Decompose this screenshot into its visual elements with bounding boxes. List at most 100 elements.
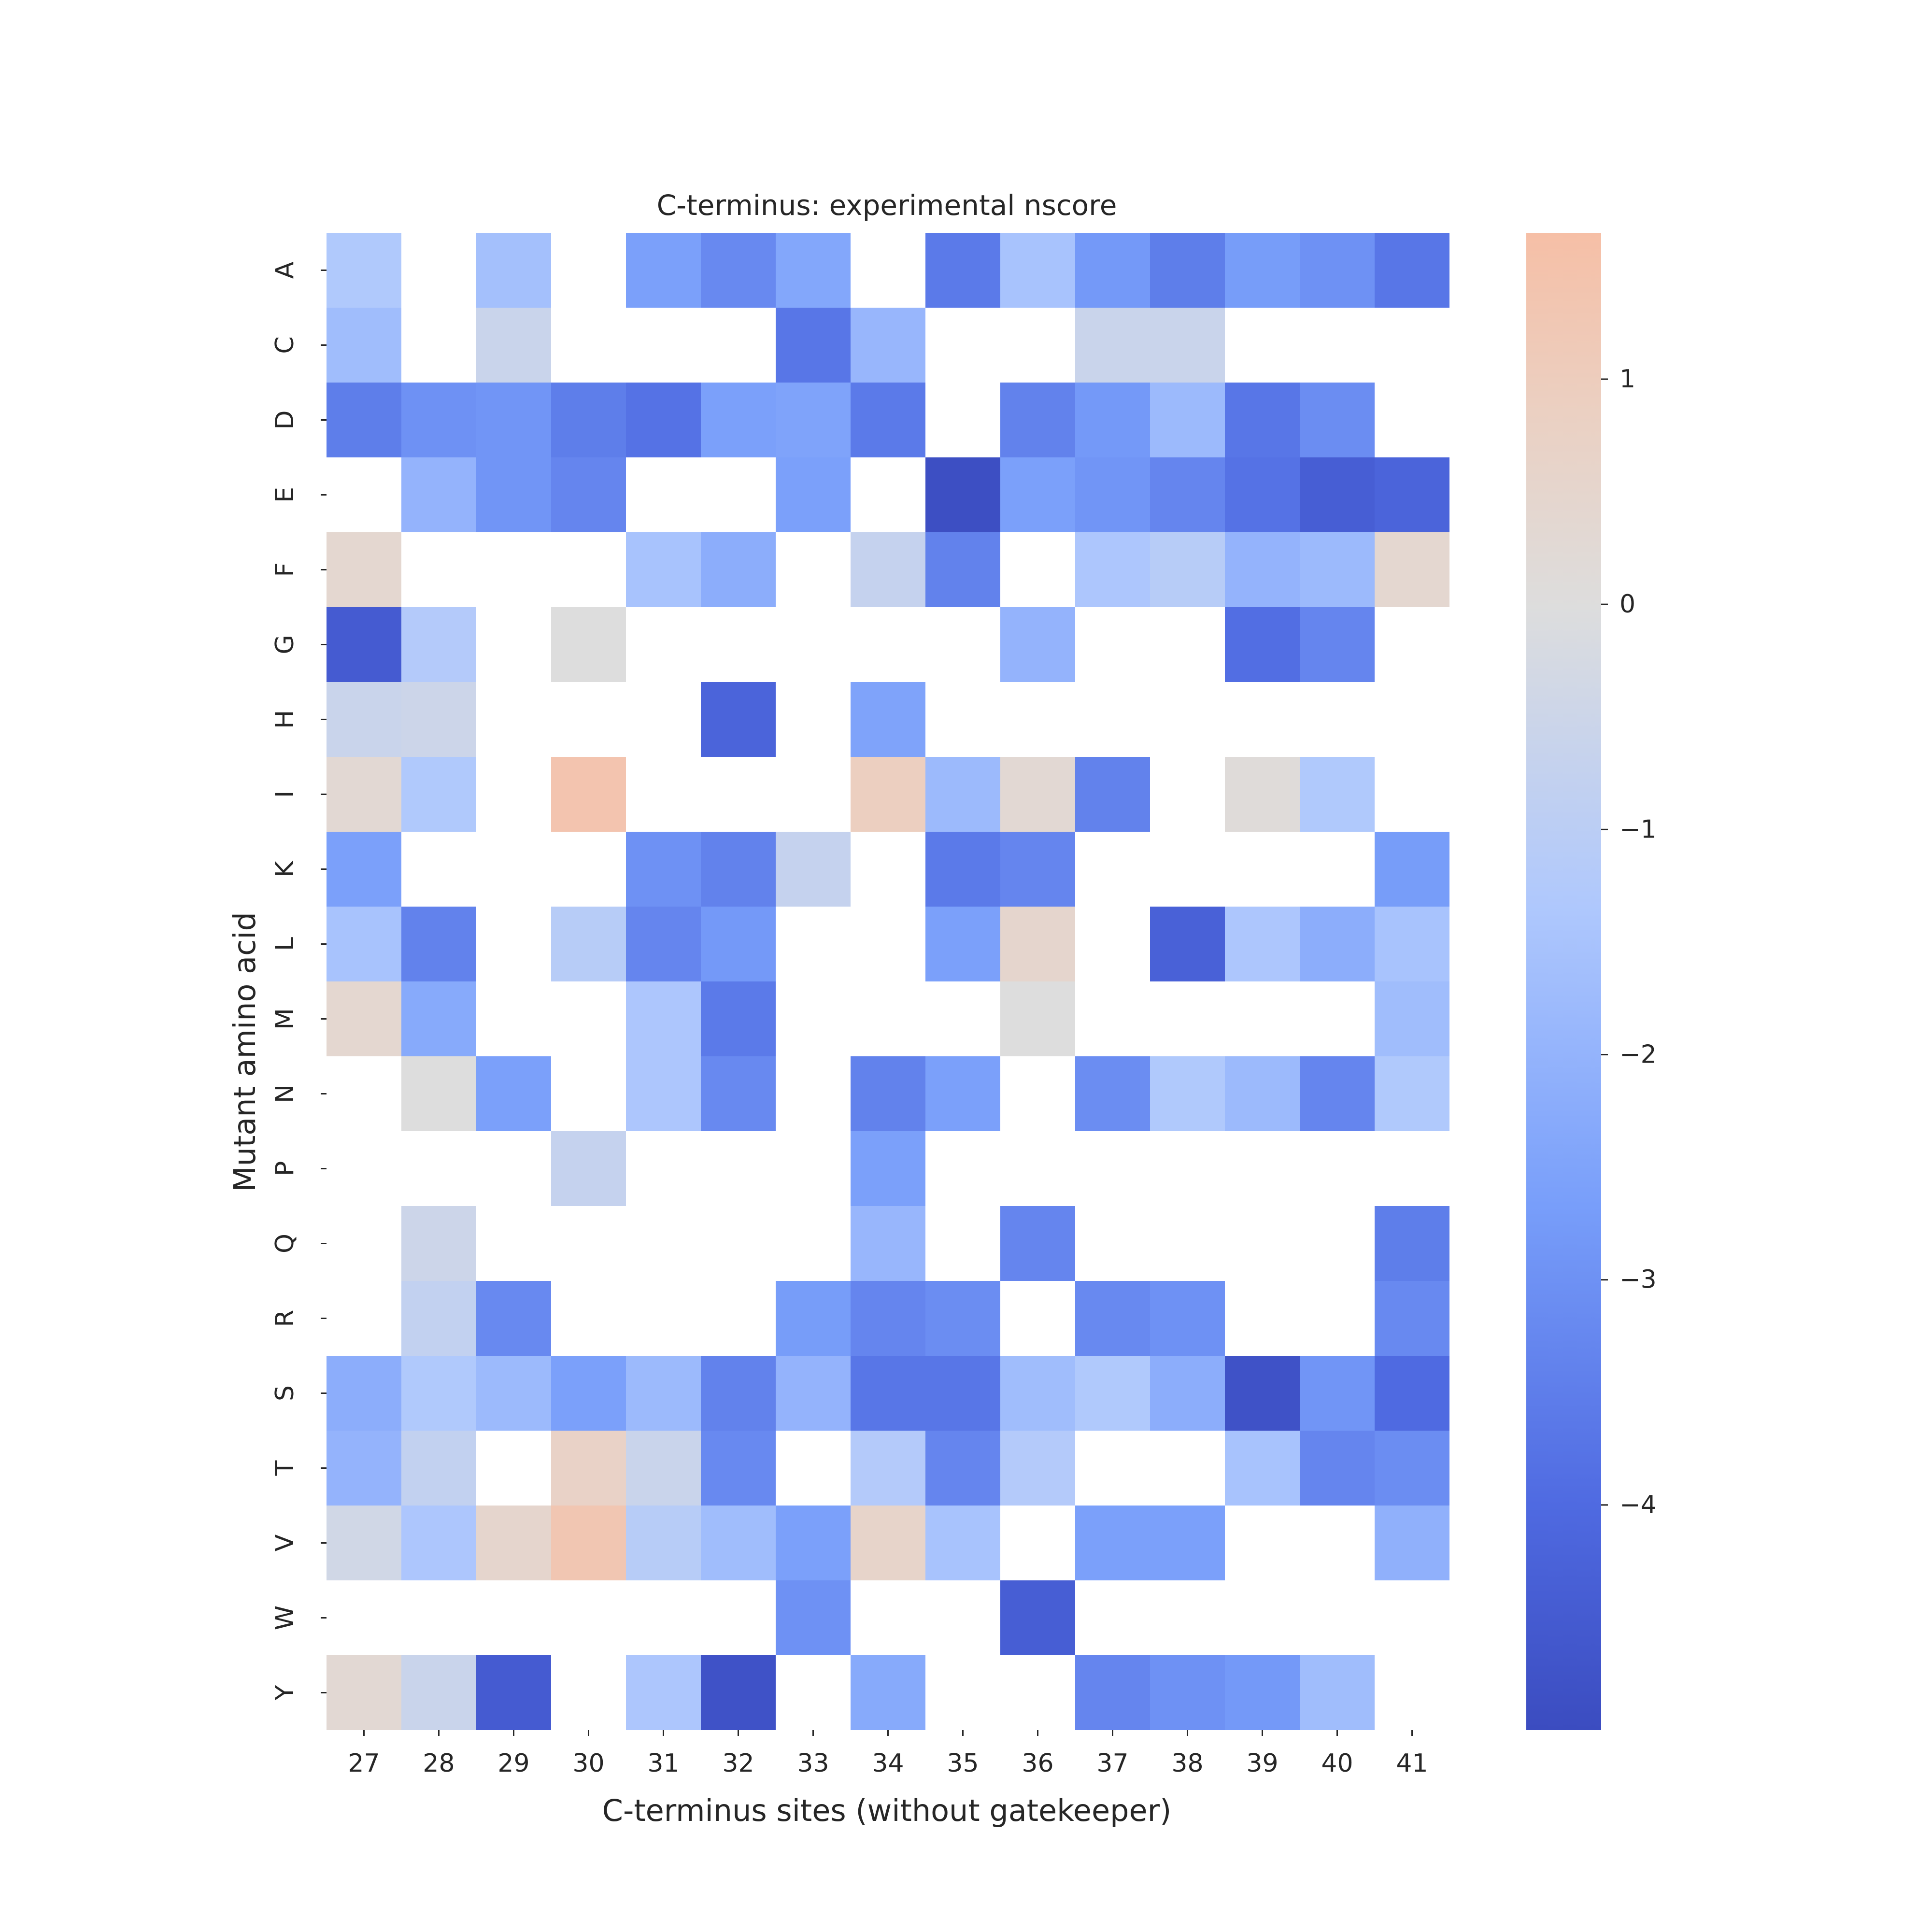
heatmap-cell (626, 1056, 701, 1131)
y-tick-label: V (270, 1534, 299, 1551)
heatmap-cell (851, 383, 925, 457)
heatmap-cell (1075, 1655, 1150, 1730)
heatmap-cell (1225, 457, 1300, 532)
heatmap-cell (476, 1506, 551, 1580)
heatmap-cell (1225, 1431, 1300, 1506)
heatmap-cell (1300, 1056, 1375, 1131)
heatmap-cell (551, 1356, 626, 1431)
heatmap-cell (401, 383, 476, 457)
heatmap-cell (401, 1655, 476, 1730)
heatmap-cell (551, 383, 626, 457)
chart-title: C-terminus: experimental nscore (657, 189, 1117, 222)
colorbar-tick-label: −2 (1619, 1040, 1657, 1069)
y-tick-label: S (270, 1385, 299, 1401)
y-tick-label: W (270, 1605, 299, 1630)
heatmap-cell (476, 233, 551, 308)
heatmap-cell (1075, 457, 1150, 532)
heatmap-cell (1225, 532, 1300, 607)
heatmap-cell (476, 1655, 551, 1730)
x-tick-label: 33 (797, 1749, 829, 1778)
heatmap-cell (1000, 1431, 1075, 1506)
heatmap-cell (1075, 233, 1150, 308)
heatmap-cell (476, 1056, 551, 1131)
heatmap-cell (401, 1506, 476, 1580)
heatmap-cell (1150, 1056, 1225, 1131)
heatmap-cell (1300, 607, 1375, 682)
heatmap-cell (1300, 1356, 1375, 1431)
heatmap-cell (626, 981, 701, 1056)
heatmap-cell (1150, 1281, 1225, 1356)
heatmap-cell (1150, 308, 1225, 383)
heatmap-cell (626, 1356, 701, 1431)
heatmap-cell (776, 1506, 851, 1580)
x-tick-label: 28 (423, 1749, 455, 1778)
heatmap-cell (701, 682, 776, 757)
heatmap-cell (701, 981, 776, 1056)
heatmap-cell (925, 1356, 1000, 1431)
y-tick-labels: A C D E F G H I K L M N P Q R S T V W Y (270, 261, 327, 1701)
heatmap-cell (626, 383, 701, 457)
y-tick-label: C (270, 336, 299, 354)
heatmap-cells (327, 233, 1449, 1730)
y-tick-label: Q (270, 1234, 299, 1253)
heatmap-cell (1150, 457, 1225, 532)
y-tick-label: M (270, 1008, 299, 1030)
heatmap-cell (1000, 1356, 1075, 1431)
heatmap-cell (776, 457, 851, 532)
colorbar (1526, 233, 1601, 1730)
heatmap-cell (925, 1056, 1000, 1131)
heatmap-cell (776, 233, 851, 308)
x-tick-label: 31 (647, 1749, 679, 1778)
x-tick-label: 37 (1096, 1749, 1128, 1778)
heatmap-cell (551, 607, 626, 682)
heatmap-cell (1375, 1056, 1449, 1131)
heatmap-cell (1375, 1281, 1449, 1356)
heatmap-cell (551, 1131, 626, 1206)
x-axis-label: C-terminus sites (without gatekeeper) (602, 1793, 1172, 1828)
heatmap-cell (1150, 1356, 1225, 1431)
heatmap-cell (1225, 757, 1300, 832)
heatmap-cell (1300, 233, 1375, 308)
heatmap-cell (626, 832, 701, 907)
heatmap-cell (401, 1056, 476, 1131)
x-tick-label: 27 (348, 1749, 380, 1778)
heatmap-cell (925, 907, 1000, 981)
heatmap-cell (476, 308, 551, 383)
heatmap-cell (1000, 233, 1075, 308)
x-tick-label: 40 (1321, 1749, 1353, 1778)
y-tick-label: K (270, 860, 299, 878)
heatmap-cell (1225, 233, 1300, 308)
heatmap-cell (1225, 1356, 1300, 1431)
heatmap-cell (1075, 532, 1150, 607)
heatmap-cell (626, 1506, 701, 1580)
heatmap-cell (1000, 981, 1075, 1056)
heatmap-cell (1300, 532, 1375, 607)
heatmap-cell (701, 832, 776, 907)
heatmap-cell (851, 682, 925, 757)
heatmap-cell (401, 907, 476, 981)
heatmap-cell (701, 233, 776, 308)
heatmap-cell (1375, 1506, 1449, 1580)
colorbar-tick-label: −3 (1619, 1265, 1657, 1294)
heatmap-cell (1150, 532, 1225, 607)
heatmap-cell (851, 1206, 925, 1281)
heatmap-cell (1375, 832, 1449, 907)
heatmap-cell (925, 832, 1000, 907)
heatmap-cell (551, 907, 626, 981)
heatmap-cell (327, 532, 401, 607)
y-tick-label: L (270, 937, 299, 951)
heatmap-cell (1075, 757, 1150, 832)
heatmap-cell (1225, 907, 1300, 981)
heatmap-cell (701, 1431, 776, 1506)
heatmap-cell (1075, 1506, 1150, 1580)
heatmap-cell (327, 981, 401, 1056)
heatmap-cell (401, 757, 476, 832)
heatmap-cell (551, 457, 626, 532)
heatmap-cell (476, 1281, 551, 1356)
heatmap-cell (626, 1655, 701, 1730)
heatmap-cell (851, 1506, 925, 1580)
heatmap-cell (1375, 1431, 1449, 1506)
heatmap-cell (476, 383, 551, 457)
heatmap-cell (551, 1431, 626, 1506)
